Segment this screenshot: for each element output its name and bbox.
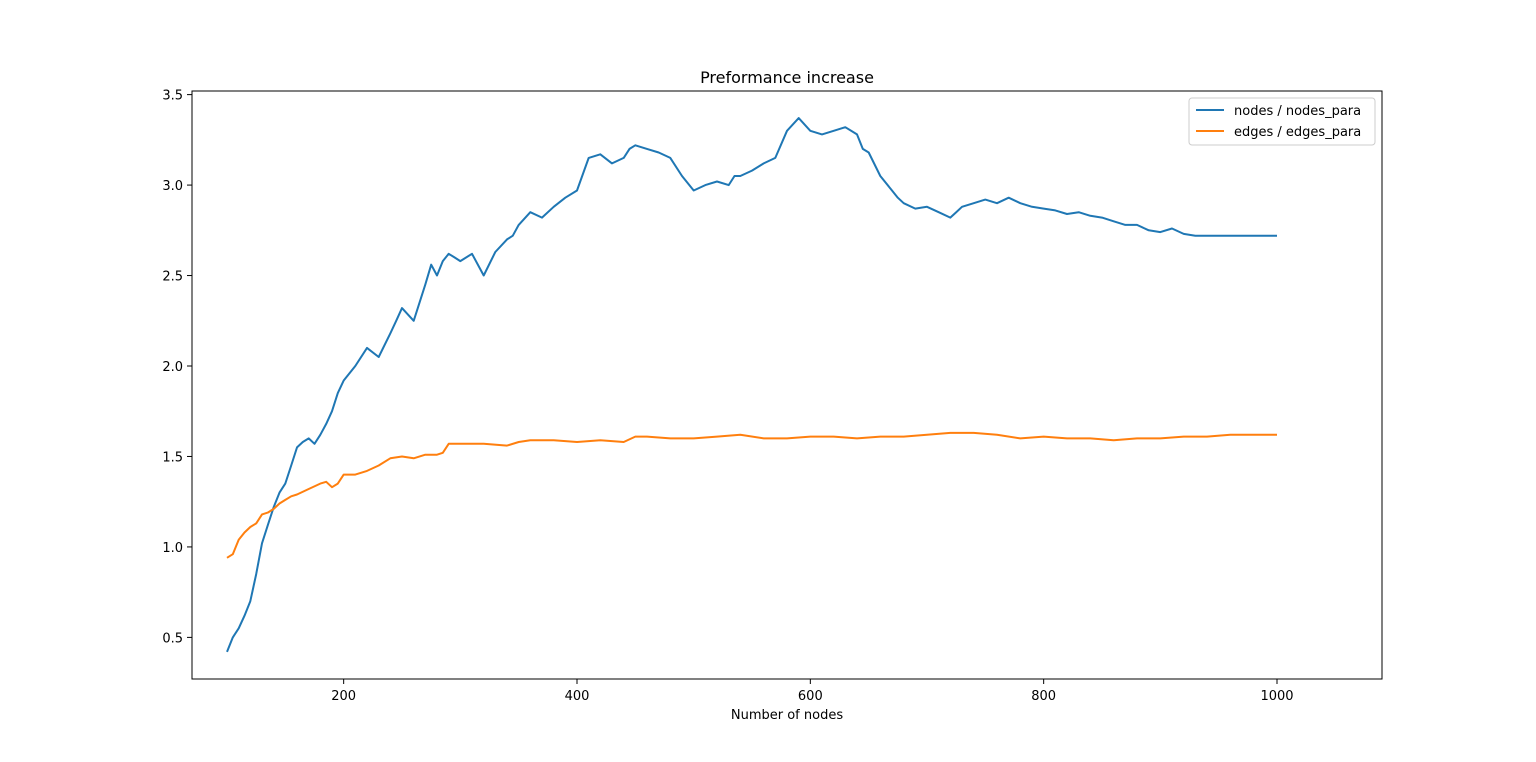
y-tick-label: 0.5 (162, 631, 183, 646)
legend-label-edges: edges / edges_para (1234, 125, 1361, 140)
legend: nodes / nodes_para edges / edges_para (1188, 97, 1376, 146)
y-tick-label: 1.5 (162, 450, 183, 465)
y-axis: 0.5 1.0 1.5 2.0 2.5 3.0 3.5 (162, 89, 192, 646)
x-tick-label: 400 (565, 689, 590, 704)
chart-title: Preformance increase (700, 68, 874, 87)
axes-frame (191, 90, 1383, 680)
x-tick-label: 1000 (1260, 689, 1293, 704)
y-tick-label: 3.5 (162, 89, 183, 104)
x-tick-label: 200 (331, 689, 356, 704)
y-tick-label: 1.0 (162, 541, 183, 556)
x-axis-label: Number of nodes (731, 708, 843, 723)
series-line-edges (226, 431, 1277, 559)
y-tick-label: 2.0 (162, 360, 183, 375)
legend-box (1188, 97, 1376, 146)
y-tick-label: 3.0 (162, 179, 183, 194)
plot-lines (226, 117, 1277, 653)
x-axis: 200 400 600 800 1000 (331, 679, 1294, 704)
x-tick-label: 600 (798, 689, 823, 704)
legend-label-nodes: nodes / nodes_para (1234, 104, 1361, 119)
x-tick-label: 800 (1031, 689, 1056, 704)
series-line-nodes (226, 117, 1277, 653)
y-tick-label: 2.5 (162, 270, 183, 285)
